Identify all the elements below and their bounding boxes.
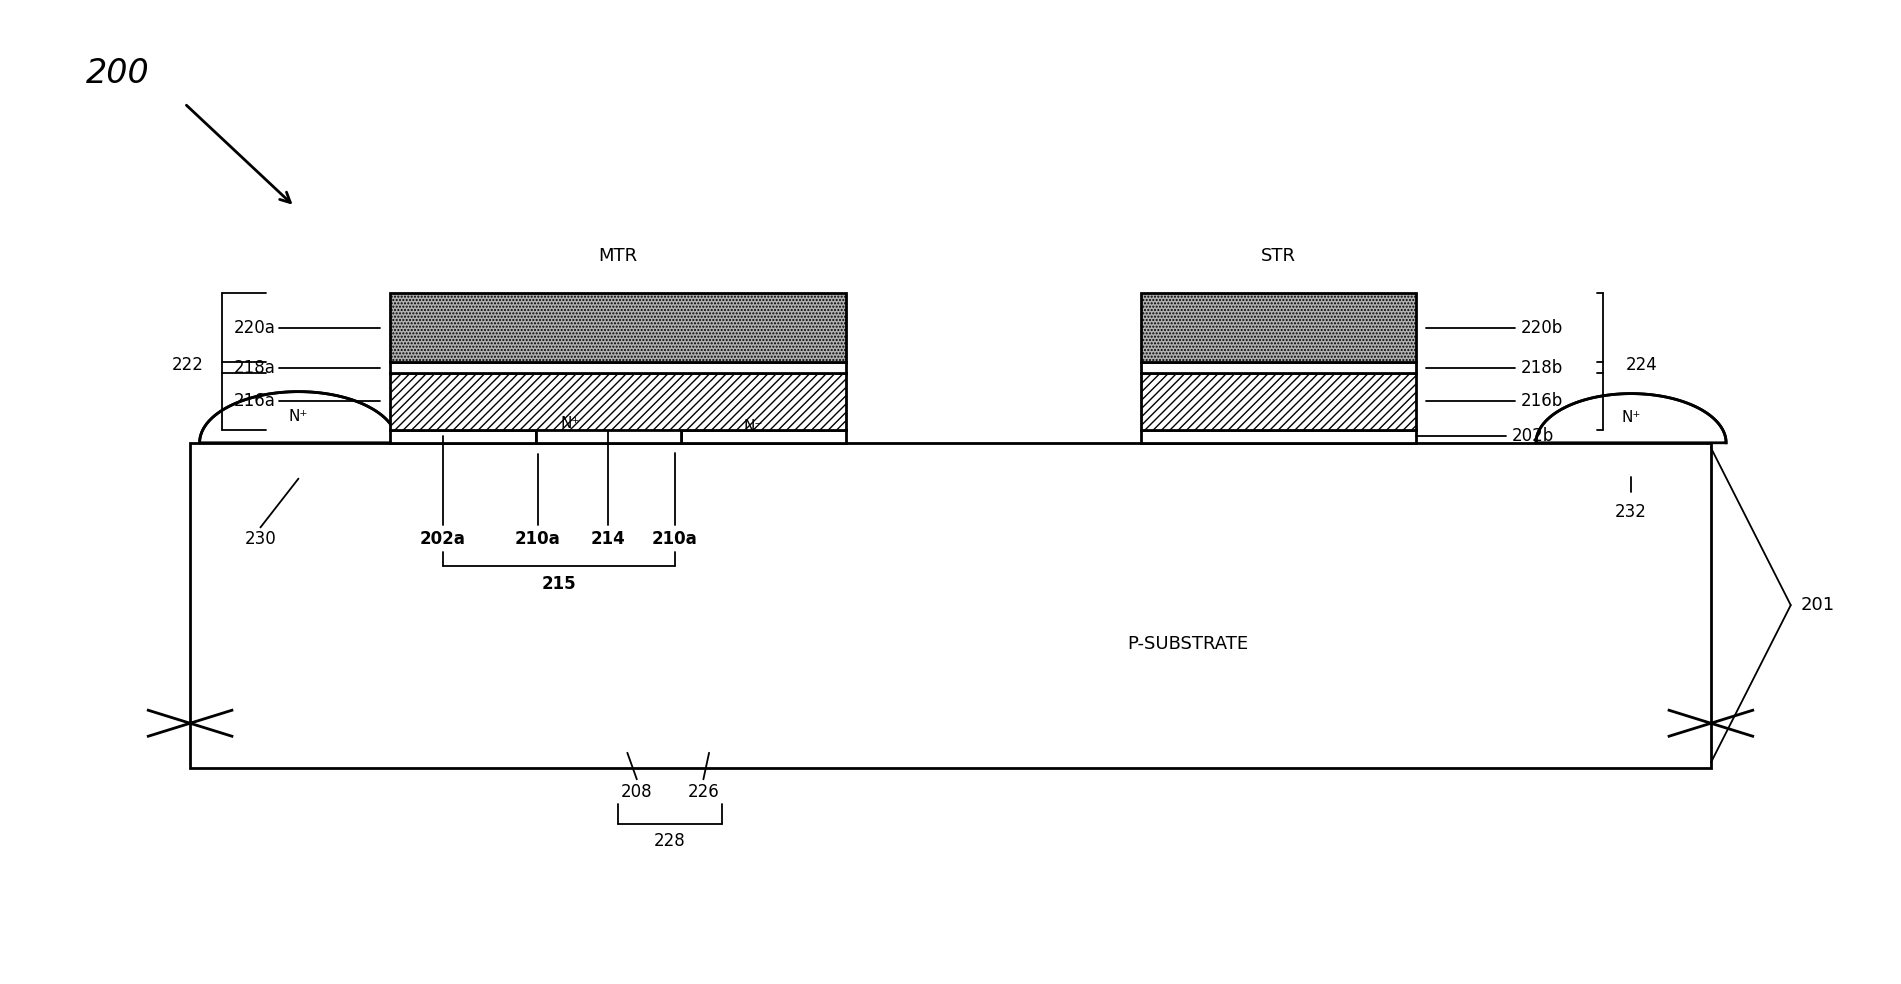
Text: N⁺: N⁺	[289, 408, 308, 424]
Text: 208: 208	[622, 783, 652, 801]
Bar	[1141, 293, 1416, 362]
Text: 202b: 202b	[1511, 427, 1553, 446]
Bar	[536, 376, 681, 443]
Text: 222: 222	[171, 355, 203, 374]
Text: N⁺: N⁺	[1622, 409, 1641, 425]
Polygon shape	[498, 405, 643, 443]
Text: MTR: MTR	[599, 247, 637, 265]
Text: STR: STR	[1260, 247, 1296, 265]
Text: 226: 226	[688, 783, 719, 801]
Text: 201: 201	[1800, 596, 1834, 614]
Polygon shape	[692, 411, 814, 443]
Text: 210a: 210a	[652, 530, 698, 548]
Bar	[1141, 373, 1416, 430]
Text: 200: 200	[86, 57, 150, 91]
Text: 218b: 218b	[1521, 358, 1563, 377]
Text: 216b: 216b	[1521, 393, 1563, 410]
Bar	[390, 373, 846, 430]
Polygon shape	[200, 392, 397, 443]
Text: N⁻: N⁻	[743, 419, 762, 434]
Bar	[681, 430, 846, 443]
Text: 214: 214	[591, 530, 625, 548]
Bar	[390, 293, 846, 362]
Text: 230: 230	[245, 530, 276, 548]
Bar	[1141, 430, 1416, 443]
Text: 220a: 220a	[234, 319, 276, 337]
Bar	[390, 430, 536, 443]
Text: N⁺: N⁺	[561, 416, 580, 431]
Text: 202a: 202a	[420, 530, 466, 548]
Text: 232: 232	[1616, 503, 1646, 521]
Text: 224: 224	[1625, 355, 1658, 374]
Text: 228: 228	[654, 832, 686, 850]
Text: 210a: 210a	[515, 530, 561, 548]
Text: 220b: 220b	[1521, 319, 1563, 337]
Text: 218a: 218a	[234, 358, 276, 377]
Bar	[1141, 362, 1416, 373]
Text: P-SUBSTRATE: P-SUBSTRATE	[1127, 635, 1249, 653]
Bar	[190, 443, 1711, 768]
Text: 215: 215	[542, 575, 576, 592]
Polygon shape	[1536, 394, 1726, 443]
Bar	[390, 362, 846, 373]
Text: 216a: 216a	[234, 393, 276, 410]
